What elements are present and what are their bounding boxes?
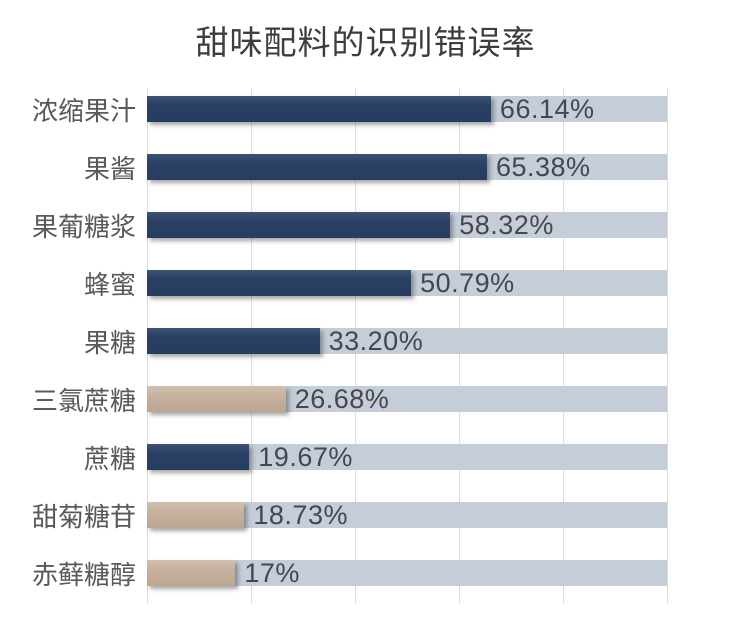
bar <box>147 270 412 296</box>
bar-track: 19.67% <box>147 442 667 472</box>
chart-title: 甜味配料的识别错误率 <box>195 24 536 61</box>
category-label: 果糖 <box>83 327 136 358</box>
value-label: 26.68% <box>294 384 390 414</box>
category-label: 浓缩果汁 <box>31 95 136 126</box>
value-label: 33.20% <box>328 326 424 356</box>
bar <box>147 386 286 412</box>
value-label: 19.67% <box>258 442 353 472</box>
bar-row: 蔗糖 19.67% <box>0 428 731 486</box>
value-label: 50.79% <box>420 268 515 298</box>
category-label: 甜菊糖苷 <box>31 501 136 532</box>
bar-track: 66.14% <box>147 94 667 124</box>
value-label: 17% <box>244 558 300 588</box>
value-label: 66.14% <box>499 94 595 124</box>
category-label: 果酱 <box>83 153 136 184</box>
bar <box>147 560 236 586</box>
bar <box>147 154 487 180</box>
bar-row: 果葡糖浆 58.32% <box>0 196 731 254</box>
bar-row: 果糖 33.20% <box>0 312 731 370</box>
bar <box>147 328 320 354</box>
category-label: 三氯蔗糖 <box>31 385 136 416</box>
bar-track: 65.38% <box>147 152 667 182</box>
bar-track: 18.73% <box>147 500 667 530</box>
category-label: 蜂蜜 <box>83 269 136 300</box>
bar-track: 33.20% <box>147 326 667 356</box>
value-label: 65.38% <box>495 152 591 182</box>
bar-row: 甜菊糖苷 18.73% <box>0 486 731 544</box>
bar <box>147 212 451 238</box>
value-label: 58.32% <box>459 210 554 240</box>
bar-row: 三氯蔗糖 26.68% <box>0 370 731 428</box>
bar-track: 50.79% <box>147 268 667 298</box>
plot-area: 浓缩果汁 66.14% 果酱 65.38% 果葡糖浆 58.32% 蜂蜜 50.79% 果糖 33… <box>0 80 731 622</box>
bar <box>147 444 250 470</box>
bar-row: 浓缩果汁 66.14% <box>0 80 731 138</box>
bar <box>147 502 245 528</box>
value-label: 18.73% <box>253 500 348 530</box>
bar-rows: 浓缩果汁 66.14% 果酱 65.38% 果葡糖浆 58.32% 蜂蜜 50.79% 果糖 33… <box>0 80 731 602</box>
bar-row: 果酱 65.38% <box>0 138 731 196</box>
bar-track: 26.68% <box>147 384 667 414</box>
category-label: 蔗糖 <box>83 443 136 474</box>
bar <box>147 96 491 122</box>
bar-row: 蜂蜜 50.79% <box>0 254 731 312</box>
category-label: 果葡糖浆 <box>31 211 136 242</box>
category-label: 赤藓糖醇 <box>31 559 136 590</box>
bar-track: 58.32% <box>147 210 667 240</box>
bar-track: 17% <box>147 558 667 588</box>
bar-row: 赤藓糖醇 17% <box>0 544 731 602</box>
